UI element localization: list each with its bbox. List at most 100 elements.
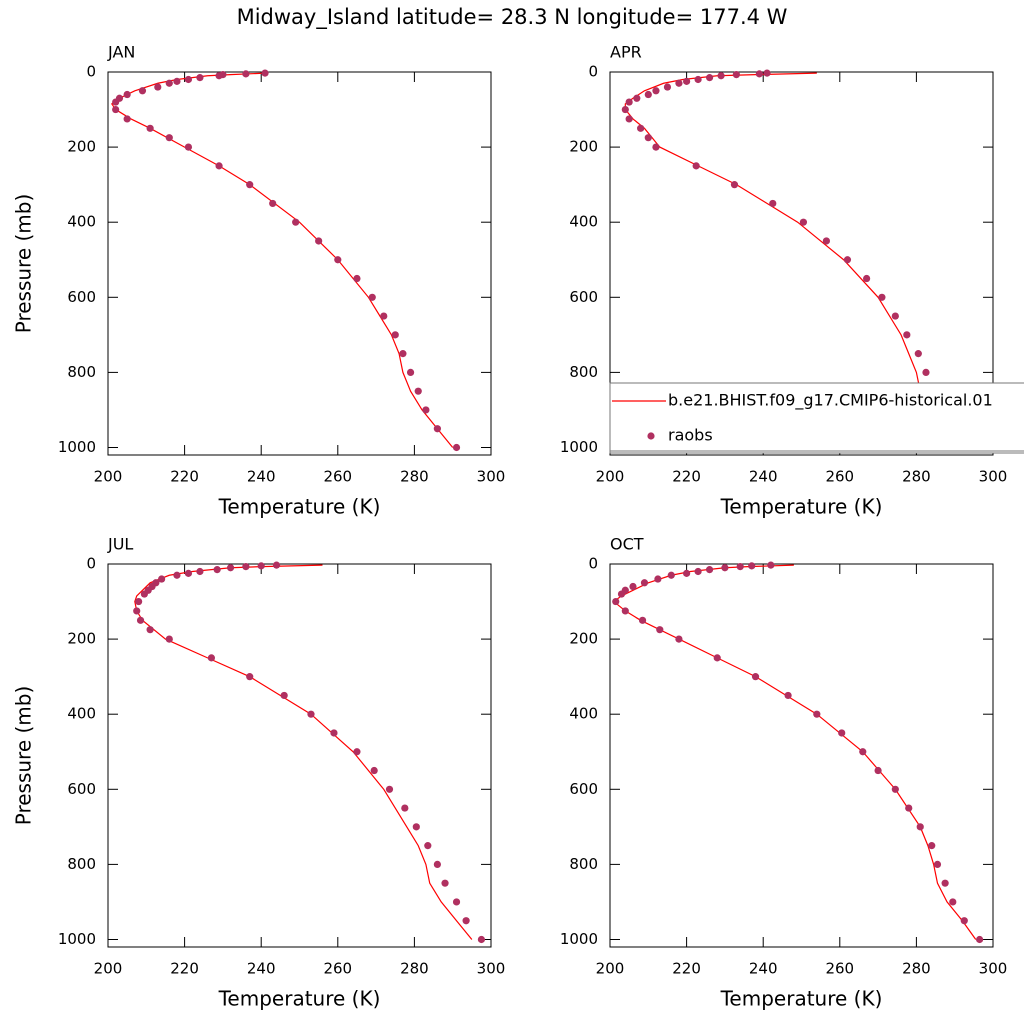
x-tick-label: 200 [596, 468, 625, 486]
x-tick-label: 240 [247, 960, 276, 978]
obs-dot [315, 237, 323, 245]
x-tick-label: 220 [672, 960, 701, 978]
obs-dot [891, 785, 899, 793]
obs-dot [692, 162, 700, 170]
obs-dot [292, 218, 300, 226]
y-tick-label: 1000 [58, 930, 96, 948]
y-tick-label: 200 [67, 630, 96, 648]
panel: JAN Temperature (K) Pressure (mb) 200 220 240… [12, 43, 506, 519]
obs-dot [269, 199, 277, 208]
obs-dot [748, 562, 756, 570]
obs-dot [813, 710, 821, 718]
obs-dot [146, 124, 154, 132]
obs-dot [441, 879, 449, 887]
obs-dot [843, 256, 852, 264]
obs-dot [401, 804, 409, 812]
obs-dot [822, 237, 830, 245]
obs-dot [914, 350, 922, 358]
obs-dot [705, 74, 714, 82]
x-tick-label: 260 [323, 960, 352, 978]
obs-dot [424, 842, 432, 850]
obs-dot [905, 804, 913, 812]
obs-dot [196, 567, 204, 576]
obs-dot [165, 134, 173, 142]
x-tick-label: 220 [170, 468, 199, 486]
panel-title: JUL [107, 535, 133, 554]
obs-dot [173, 571, 181, 579]
obs-dot [280, 691, 288, 700]
plot-frame [609, 71, 994, 456]
y-tick-label: 800 [569, 363, 598, 381]
obs-dot [922, 368, 930, 376]
obs-dot [859, 748, 867, 756]
obs-dot [353, 748, 361, 756]
y-tick-label: 0 [588, 555, 598, 573]
obs-dot [196, 74, 204, 82]
obs-dot [732, 71, 740, 79]
legend-box [609, 382, 1024, 454]
x-axis-label: Temperature (K) [720, 987, 883, 1011]
obs-dot [878, 293, 886, 301]
x-tick-label: 260 [825, 468, 854, 486]
y-tick-label: 1000 [560, 438, 598, 456]
obs-dot [713, 654, 721, 662]
y-tick-label: 200 [569, 630, 598, 648]
legend: b.e21.BHIST.f09_g17.CMIP6-historical.01r… [609, 382, 1024, 454]
obs-dot [652, 87, 660, 95]
figure-title: Midway_Island latitude= 28.3 N longitude… [237, 5, 788, 30]
obs-dot [330, 729, 338, 737]
obs-dot [763, 69, 771, 77]
obs-dot [165, 79, 173, 87]
model-line [624, 72, 952, 448]
obs-dot [874, 766, 882, 775]
obs-dot [637, 124, 645, 132]
obs-dot [644, 90, 652, 99]
panel-title: OCT [610, 535, 644, 554]
obs-dot [663, 83, 672, 91]
obs-dot [769, 199, 777, 208]
plot-frame [107, 71, 492, 456]
obs-dot [242, 70, 250, 78]
obs-dot [656, 626, 664, 634]
obs-dot [123, 90, 131, 99]
obs-dot [133, 607, 141, 615]
obs-dot [941, 879, 949, 887]
x-tick-label: 200 [596, 960, 625, 978]
obs-dot [960, 917, 968, 925]
x-tick-label: 300 [979, 468, 1008, 486]
obs-dot [717, 72, 725, 80]
y-tick-label: 400 [67, 705, 96, 723]
y-tick-label: 400 [569, 213, 598, 231]
x-tick-label: 280 [400, 468, 429, 486]
obs-dot [184, 143, 193, 151]
obs-dot [399, 350, 407, 358]
y-tick-label: 800 [569, 855, 598, 873]
obs-dot [462, 917, 470, 925]
obs-dot [246, 673, 254, 681]
x-tick-label: 200 [94, 468, 123, 486]
x-tick-label: 240 [749, 468, 778, 486]
x-tick-label: 280 [902, 960, 931, 978]
obs-dot [621, 607, 629, 615]
obs-dot [621, 105, 629, 114]
legend-label: b.e21.BHIST.f09_g17.CMIP6-historical.01 [668, 391, 993, 411]
x-tick-label: 240 [749, 960, 778, 978]
obs-dot [644, 134, 652, 142]
plot-frame [609, 563, 994, 948]
panel: JUL Temperature (K) Pressure (mb) 200 220 240… [12, 535, 506, 1011]
obs-dot [452, 898, 461, 906]
obs-dot [683, 77, 691, 85]
obs-dot [272, 561, 281, 569]
obs-dot [784, 691, 792, 700]
obs-dot [406, 368, 415, 376]
panel: OCT Temperature (K) 200 220 240 260 280 300 0 200… [560, 535, 1008, 1011]
obs-dot [638, 616, 647, 624]
obs-dot [385, 785, 394, 793]
panel-title: JAN [107, 43, 135, 62]
obs-dot [158, 575, 166, 583]
obs-dot [138, 87, 147, 95]
obs-dot [612, 597, 620, 606]
legend-label: raobs [668, 426, 713, 445]
obs-dot [675, 79, 683, 87]
